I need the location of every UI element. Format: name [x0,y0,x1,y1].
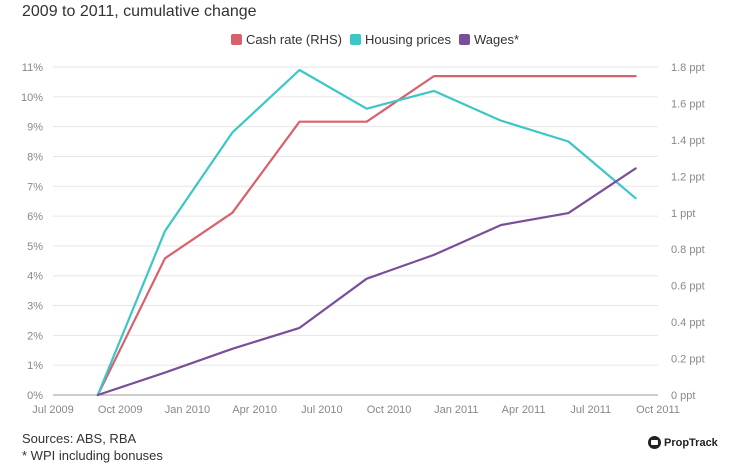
x-tick-label: Jul 2010 [301,404,343,416]
chart-title: 2009 to 2011, cumulative change [22,3,257,20]
x-tick-label: Oct 2009 [98,404,143,416]
footnote: * WPI including bonuses [22,448,163,463]
y-left-tick-label: 11% [22,62,43,74]
legend-item: Cash rate (RHS) [230,32,343,47]
legend-label: Housing prices [365,32,452,47]
legend-label: Wages* [474,32,520,47]
y-left-tick-label: 0% [27,390,43,402]
proptrack-logo: PropTrack [648,436,718,449]
series-line-cash-rate-rhs [96,74,637,397]
y-left-tick-label: 4% [27,271,43,283]
legend-swatch [230,34,242,45]
y-right-tick-label: 1.8 ppt [671,62,705,74]
y-left-tick-label: 2% [27,330,43,342]
x-tick-label: Jan 2011 [434,404,478,416]
series-line-housing-prices [96,68,637,397]
x-tick-label: Jan 2010 [165,404,210,416]
line-chart: 0% 1% 2% 3% 4% 5% 6% 7% 8% 9% 10% 11% 0 ppt 0.2 ppt 0.… [21,62,705,416]
legend-item: Housing prices [350,32,451,47]
y-right-tick-label: 1.6 ppt [671,98,705,110]
y-left-tick-label: 8% [27,151,43,163]
legend-swatch [350,34,362,45]
y-right-tick-label: 0.2 ppt [671,354,705,366]
proptrack-logo-icon [648,436,661,449]
y-left-tick-label: 5% [27,241,43,253]
legend-swatch [459,34,471,45]
y-left-tick-label: 7% [27,181,43,193]
y-right-tick-label: 1.2 ppt [671,171,705,183]
y-right-tick-label: 0.8 ppt [671,244,705,256]
y-left-tick-label: 9% [27,122,43,134]
x-tick-label: Oct 2010 [367,404,412,416]
x-tick-label: Apr 2010 [232,404,277,416]
series-line-wages [96,167,637,397]
y-right-tick-label: 0.4 ppt [671,317,705,329]
x-tick-label: Oct 2011 [636,404,680,416]
sources-note: Sources: ABS, RBA [22,431,137,446]
y-left-tick-label: 10% [21,92,43,104]
y-left-tick-label: 6% [27,211,43,223]
x-tick-label: Apr 2011 [502,404,546,416]
y-right-tick-label: 1 ppt [671,208,695,220]
legend-label: Cash rate (RHS) [245,32,343,47]
x-tick-label: Jul 2009 [32,404,74,416]
legend: Cash rate (RHS) Housing prices Wages* [0,32,750,47]
y-right-tick-label: 1.4 ppt [671,135,705,147]
y-right-tick-label: 0.6 ppt [671,281,705,293]
x-tick-label: Jul 2011 [570,404,611,416]
y-right-tick-label: 0 ppt [671,390,695,402]
y-left-tick-label: 3% [27,301,43,313]
y-left-tick-label: 1% [27,360,43,372]
chart-footer: Sources: ABS, RBA * WPI including bonuse… [22,430,163,464]
legend-item: Wages* [459,32,519,47]
logo-text: PropTrack [664,437,718,449]
